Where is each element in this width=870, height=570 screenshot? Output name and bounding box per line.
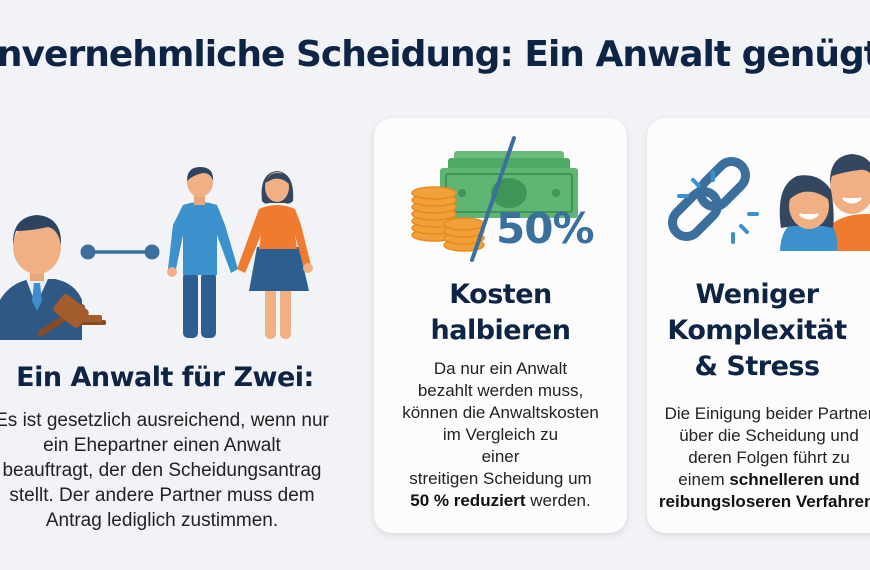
lawyer-with-gavel-icon (0, 215, 106, 340)
highlight-text: reibungsloseren Verfahren. (658, 492, 870, 511)
heading-line: halbieren (430, 315, 571, 346)
cost-halving-heading: Kosten halbieren (374, 277, 627, 349)
heading-line: Weniger (695, 279, 819, 310)
money-half-icon (411, 136, 578, 262)
description-line: 50 % reduziert werden. (388, 490, 613, 512)
cost-halving-card: 50% Kosten halbieren Da nur ein Anwalt b… (374, 118, 627, 533)
couple-holding-hands-icon (167, 167, 313, 339)
less-complexity-description: Die Einigung beider Partner über die Sch… (639, 403, 870, 513)
broken-chain-couple-icon (668, 154, 870, 251)
cost-halving-description: Da nur ein Anwalt bezahlt werden muss, k… (374, 358, 627, 512)
one-lawyer-description: Es ist gesetzlich ausreichend, wenn nur … (0, 408, 362, 533)
one-lawyer-heading: Ein Anwalt für Zwei: (16, 362, 314, 393)
description-line: streitigen Scheidung um (409, 469, 592, 488)
description-tail: werden. (525, 491, 591, 510)
description-line: Da nur ein Anwalt (433, 359, 568, 378)
description-line: Es ist gesetzlich ausreichend, wenn nur (0, 410, 329, 431)
description-line: ein Ehepartner einen Anwalt (43, 435, 281, 456)
description-line: bezahlt werden muss, (417, 381, 584, 400)
description-line: einem schnelleren und (639, 469, 870, 491)
one-lawyer-section: Ein Anwalt für Zwei: Es ist gesetzlich a… (0, 150, 350, 531)
description-line: Die Einigung beider Partner (664, 404, 870, 423)
fifty-percent-label: 50% (496, 204, 595, 253)
description-line: über die Scheidung und (679, 426, 859, 445)
less-complexity-card: Weniger Komplexität & Stress Die Einigun… (647, 118, 870, 533)
heading-line: Komplexität (667, 315, 847, 346)
description-line: reibungsloseren Verfahren. (639, 491, 870, 513)
description-line: Antrag lediglich zustimmen. (45, 510, 279, 531)
description-prefix: einem (678, 470, 730, 489)
description-line: einer (481, 447, 520, 466)
heading-line: Kosten (449, 279, 552, 310)
description-line: im Vergleich zu (442, 425, 559, 444)
description-line: stellt. Der andere Partner muss dem (9, 485, 315, 506)
highlight-text: 50 % reduziert (410, 491, 526, 510)
less-complexity-heading: Weniger Komplexität & Stress (607, 277, 870, 385)
page-title: Einvernehmliche Scheidung: Ein Anwalt ge… (0, 34, 870, 75)
description-line: deren Folgen führt zu (688, 448, 850, 467)
heading-line: & Stress (694, 351, 820, 382)
connection-line-icon (80, 244, 160, 260)
description-line: beauftragt, der den Scheidungsantrag (2, 460, 322, 481)
description-line: können die Anwaltskosten (402, 403, 599, 422)
highlight-text: schnelleren und (729, 470, 860, 489)
